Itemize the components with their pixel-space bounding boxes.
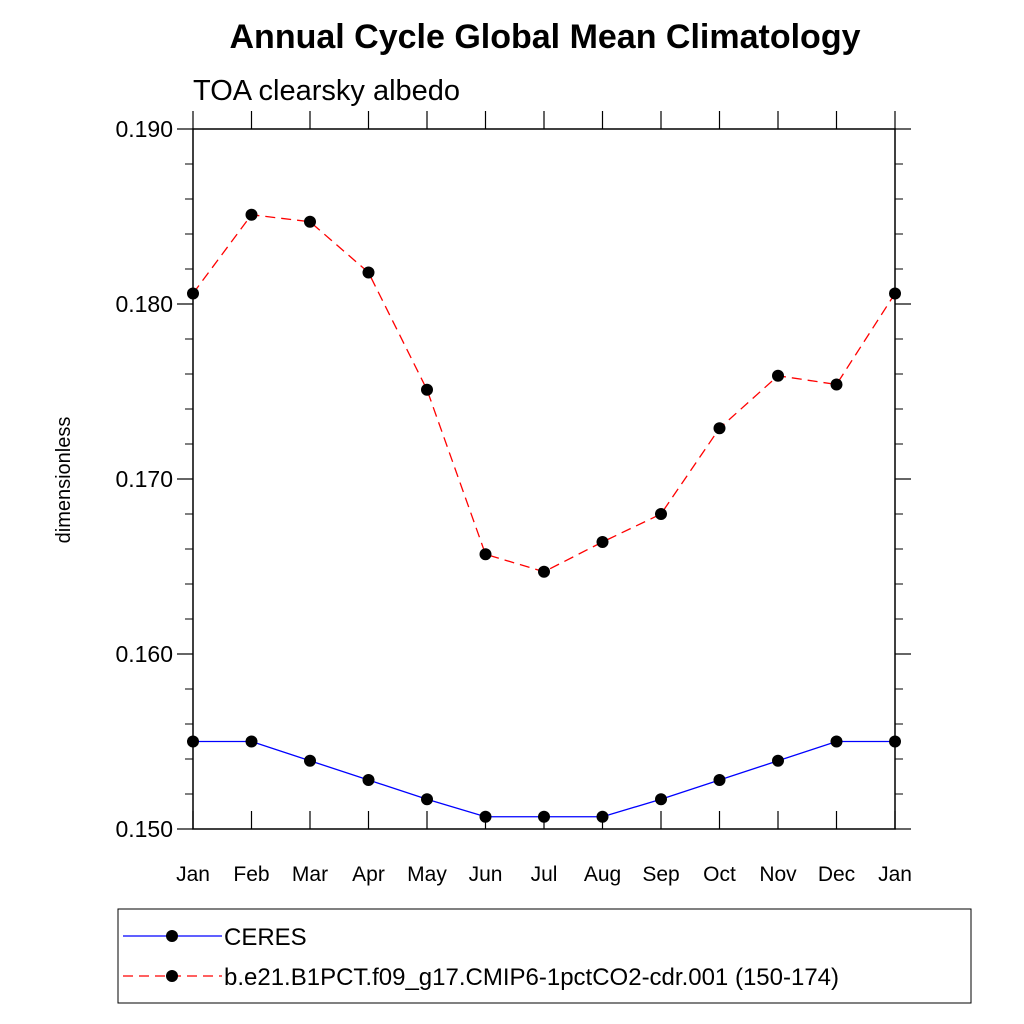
x-tick-label: Nov — [759, 863, 797, 886]
series-0-point — [830, 735, 843, 748]
series-0-point — [421, 793, 433, 806]
series-0-point — [596, 810, 609, 823]
x-tick-label: Oct — [703, 863, 736, 886]
y-tick-label: 0.160 — [115, 641, 173, 667]
axis-ticks — [177, 111, 911, 830]
series-line-1 — [192, 214, 896, 573]
x-tick-label: Apr — [352, 863, 385, 886]
plot-frame — [192, 128, 896, 830]
y-tick-labels: 0.150 0.160 0.170 0.180 0.190 — [115, 116, 173, 842]
x-tick-label: Aug — [584, 863, 621, 886]
series-1-point — [655, 508, 667, 520]
series-0-point — [362, 774, 375, 786]
series-lines — [192, 214, 896, 818]
x-tick-label: Feb — [233, 863, 269, 886]
series-1-point — [772, 369, 784, 382]
series-1-point — [713, 422, 726, 435]
series-points — [187, 208, 901, 823]
y-axis-label: dimensionless — [53, 417, 75, 544]
series-0-point — [889, 735, 901, 748]
series-1-point — [830, 378, 843, 391]
series-0-point — [655, 793, 667, 806]
series-1-point — [245, 208, 258, 221]
series-line-0 — [193, 740, 895, 818]
series-1-point — [421, 383, 433, 396]
x-tick-label: Jan — [176, 863, 210, 886]
y-tick-label: 0.150 — [115, 816, 173, 842]
x-tick-label: Sep — [642, 863, 679, 886]
series-0-point — [479, 810, 492, 823]
series-1-point — [479, 548, 492, 561]
series-1-point — [889, 287, 901, 300]
y-tick-label: 0.180 — [115, 291, 173, 317]
x-tick-label: Dec — [818, 863, 855, 886]
legend-marker-model — [166, 970, 178, 982]
x-tick-label: Jul — [531, 863, 558, 886]
series-0-point — [304, 754, 316, 767]
chart-title: Annual Cycle Global Mean Climatology — [230, 18, 861, 56]
legend-label-ceres: CERES — [224, 924, 307, 951]
y-tick-label: 0.190 — [115, 116, 173, 142]
series-0-point — [538, 810, 550, 823]
series-1-point — [187, 287, 199, 300]
series-0-point — [713, 774, 726, 786]
x-tick-labels: Jan Feb Mar Apr May Jun Jul Aug Sep Oct Nov Dec Jan — [176, 863, 912, 886]
x-tick-label: Jun — [469, 863, 503, 886]
series-1-point — [304, 215, 316, 228]
chart-subtitle: TOA clearsky albedo — [193, 75, 460, 107]
series-0-point — [187, 735, 199, 748]
y-tick-label: 0.170 — [115, 466, 173, 492]
series-0-point — [772, 754, 784, 767]
x-tick-label: Mar — [292, 863, 328, 886]
series-1-point — [596, 536, 609, 548]
series-1-point — [538, 565, 550, 578]
series-0-point — [245, 735, 258, 748]
plot-area: 0.150 0.160 0.170 0.180 0.190 Jan Feb Mar Apr Ma… — [115, 111, 912, 886]
x-tick-label: May — [407, 863, 447, 886]
legend-box — [117, 908, 972, 1004]
x-tick-label: Jan — [878, 863, 912, 886]
legend: CERES b.e21.B1PCT.f09_g17.CMIP6-1pctCO2-… — [117, 908, 972, 1004]
legend-marker-ceres — [166, 930, 178, 942]
series-1-point — [362, 266, 375, 279]
legend-label-model: b.e21.B1PCT.f09_g17.CMIP6-1pctCO2-cdr.00… — [224, 964, 839, 991]
